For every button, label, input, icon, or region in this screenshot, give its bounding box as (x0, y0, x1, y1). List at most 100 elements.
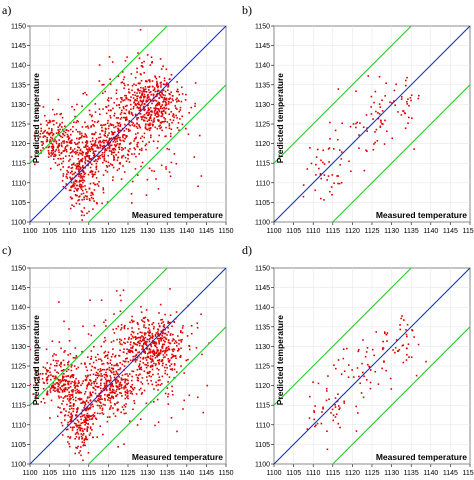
data-point (148, 113, 150, 116)
data-point (152, 349, 155, 352)
data-point (374, 90, 377, 93)
data-point (105, 374, 107, 376)
data-point (149, 357, 151, 360)
data-point (137, 89, 140, 92)
data-point (150, 93, 153, 96)
data-point (71, 170, 73, 173)
data-point (85, 418, 88, 421)
data-point (143, 109, 145, 112)
data-point (164, 356, 166, 358)
data-point (103, 142, 105, 144)
data-point (355, 122, 357, 125)
data-point (47, 150, 50, 152)
data-point (137, 377, 140, 380)
data-point (325, 399, 328, 402)
data-point (144, 352, 147, 354)
data-point (175, 162, 178, 165)
data-point (158, 114, 160, 117)
data-point (131, 383, 134, 386)
data-point (71, 166, 74, 169)
data-point (107, 357, 109, 360)
data-point (45, 372, 47, 375)
data-point (143, 96, 145, 99)
data-point (76, 447, 78, 449)
data-point (83, 419, 85, 422)
data-point (112, 397, 115, 400)
data-point (326, 448, 329, 451)
data-point (70, 417, 73, 420)
data-point (156, 127, 159, 130)
data-point (131, 393, 134, 395)
data-point (141, 116, 144, 119)
data-point (96, 395, 98, 397)
data-point (98, 64, 101, 66)
data-point (158, 75, 161, 78)
data-point (65, 375, 67, 378)
data-point (389, 101, 391, 104)
data-point (74, 347, 77, 349)
data-point (393, 100, 395, 102)
data-point (171, 353, 173, 356)
data-point (107, 362, 109, 365)
data-point (139, 96, 141, 99)
data-point (106, 166, 109, 168)
data-point (143, 324, 145, 326)
data-point (51, 120, 54, 122)
data-point (206, 384, 209, 387)
data-point (79, 429, 81, 432)
data-point (49, 371, 51, 374)
data-point (383, 361, 385, 363)
data-point (116, 402, 118, 404)
data-point (126, 396, 128, 398)
data-point (327, 148, 330, 150)
data-point (133, 153, 136, 155)
data-point (348, 160, 350, 163)
data-point (78, 161, 81, 163)
data-point (160, 84, 162, 86)
data-point (78, 426, 81, 429)
data-point (133, 400, 135, 402)
data-point (127, 390, 129, 393)
data-point (325, 390, 328, 392)
data-point (94, 155, 96, 157)
data-point (94, 171, 97, 174)
data-point (72, 376, 74, 379)
data-point (174, 340, 177, 342)
data-point (86, 428, 89, 430)
data-point (98, 180, 100, 183)
data-point (159, 94, 162, 96)
data-point (78, 137, 81, 139)
data-point (83, 173, 86, 175)
data-point (143, 95, 145, 98)
data-point (124, 381, 126, 384)
data-point (86, 412, 89, 415)
data-point (164, 90, 167, 93)
data-point (98, 80, 101, 82)
data-point (63, 419, 66, 421)
data-point (102, 140, 104, 143)
data-point (115, 138, 117, 140)
data-point (164, 135, 166, 138)
x-tick-label: 1110 (62, 228, 77, 235)
data-point (121, 149, 123, 151)
data-point (101, 407, 104, 410)
x-tick-label: 1135 (160, 470, 175, 477)
data-point (151, 111, 153, 113)
data-point (116, 364, 118, 366)
data-point (83, 405, 86, 407)
data-point (87, 407, 89, 410)
data-point (368, 365, 370, 368)
data-point (161, 343, 164, 346)
data-point (92, 148, 94, 150)
data-point (131, 387, 134, 390)
data-point (124, 384, 127, 387)
data-point (88, 198, 91, 200)
data-point (78, 163, 81, 166)
data-point (352, 376, 355, 378)
data-point (54, 383, 56, 385)
data-point (374, 141, 376, 144)
data-point (383, 331, 386, 333)
data-point (52, 384, 54, 387)
data-point (134, 338, 137, 340)
